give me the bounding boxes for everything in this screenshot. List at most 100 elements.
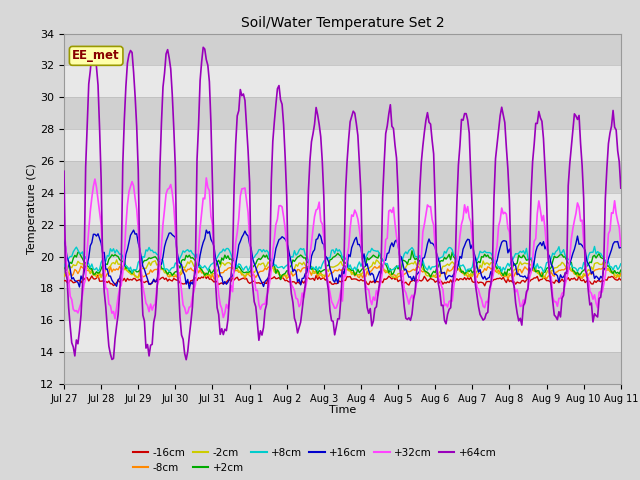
+8cm xyxy=(128,270,136,276)
-16cm xyxy=(552,277,559,283)
+32cm xyxy=(202,175,210,181)
Y-axis label: Temperature (C): Temperature (C) xyxy=(28,163,37,254)
Text: EE_met: EE_met xyxy=(72,49,120,62)
Bar xyxy=(64,225,621,257)
+64cm xyxy=(399,287,406,293)
+2cm xyxy=(412,257,419,263)
+32cm xyxy=(111,316,119,322)
Line: +32cm: +32cm xyxy=(64,178,621,319)
+32cm xyxy=(76,305,83,311)
+8cm xyxy=(617,261,625,267)
-2cm xyxy=(60,273,68,279)
+16cm xyxy=(552,271,559,277)
Line: -8cm: -8cm xyxy=(64,266,621,279)
-8cm xyxy=(76,268,83,274)
+32cm xyxy=(617,243,625,249)
+16cm xyxy=(412,278,419,284)
-2cm xyxy=(113,257,120,263)
Bar xyxy=(64,193,621,225)
-8cm xyxy=(376,263,383,269)
-16cm xyxy=(94,272,102,278)
Bar xyxy=(64,97,621,129)
+8cm xyxy=(397,254,405,260)
+32cm xyxy=(552,299,559,304)
+16cm xyxy=(130,227,138,233)
+64cm xyxy=(412,289,419,295)
+32cm xyxy=(380,258,388,264)
Line: +2cm: +2cm xyxy=(64,251,621,279)
-2cm xyxy=(617,273,625,279)
-8cm xyxy=(164,273,172,279)
+64cm xyxy=(164,47,172,52)
-16cm xyxy=(165,276,173,282)
+8cm xyxy=(379,258,387,264)
-2cm xyxy=(540,276,547,281)
+2cm xyxy=(397,267,405,273)
+8cm xyxy=(550,252,558,257)
+32cm xyxy=(60,226,68,232)
-8cm xyxy=(412,267,419,273)
-8cm xyxy=(617,270,625,276)
+64cm xyxy=(380,160,388,166)
-16cm xyxy=(397,277,405,283)
Line: +16cm: +16cm xyxy=(64,230,621,288)
-2cm xyxy=(552,265,559,271)
Bar xyxy=(64,352,621,384)
Bar xyxy=(64,65,621,97)
Line: +64cm: +64cm xyxy=(64,48,621,360)
Legend: -16cm, -8cm, -2cm, +2cm, +8cm, +16cm, +32cm, +64cm: -16cm, -8cm, -2cm, +2cm, +8cm, +16cm, +3… xyxy=(129,444,500,477)
+64cm xyxy=(60,168,68,174)
+16cm xyxy=(399,260,406,266)
-8cm xyxy=(380,268,388,274)
Line: +8cm: +8cm xyxy=(64,246,621,273)
-8cm xyxy=(399,273,406,278)
+16cm xyxy=(186,286,193,291)
+16cm xyxy=(380,258,388,264)
Bar xyxy=(64,257,621,288)
+64cm xyxy=(76,328,83,334)
-16cm xyxy=(76,277,83,283)
Bar xyxy=(64,129,621,161)
+2cm xyxy=(276,276,284,282)
-8cm xyxy=(175,276,182,282)
+8cm xyxy=(60,264,68,270)
+64cm xyxy=(182,357,190,362)
+64cm xyxy=(552,314,559,320)
+16cm xyxy=(165,230,173,236)
+2cm xyxy=(617,267,625,273)
+2cm xyxy=(552,254,559,260)
Bar xyxy=(64,161,621,193)
Line: -16cm: -16cm xyxy=(64,275,621,286)
X-axis label: Time: Time xyxy=(329,405,356,415)
Bar xyxy=(64,288,621,320)
+2cm xyxy=(60,264,68,270)
+16cm xyxy=(76,284,83,290)
+2cm xyxy=(408,248,416,253)
-16cm xyxy=(60,278,68,284)
Line: -2cm: -2cm xyxy=(64,260,621,278)
+32cm xyxy=(165,185,173,191)
Bar xyxy=(64,320,621,352)
+8cm xyxy=(76,250,83,256)
-2cm xyxy=(379,263,387,269)
-16cm xyxy=(410,277,417,283)
+2cm xyxy=(379,256,387,262)
+16cm xyxy=(60,237,68,242)
+8cm xyxy=(165,269,173,275)
+32cm xyxy=(399,268,406,274)
-16cm xyxy=(379,280,387,286)
+16cm xyxy=(617,244,625,250)
-2cm xyxy=(410,261,417,267)
+8cm xyxy=(591,243,598,249)
+2cm xyxy=(164,271,172,277)
-2cm xyxy=(165,272,173,278)
-16cm xyxy=(481,283,488,288)
-16cm xyxy=(617,277,625,283)
-2cm xyxy=(397,269,405,275)
+64cm xyxy=(200,45,207,50)
+32cm xyxy=(412,289,419,295)
-2cm xyxy=(76,260,83,266)
+64cm xyxy=(617,185,625,191)
-8cm xyxy=(552,269,559,275)
Title: Soil/Water Temperature Set 2: Soil/Water Temperature Set 2 xyxy=(241,16,444,30)
